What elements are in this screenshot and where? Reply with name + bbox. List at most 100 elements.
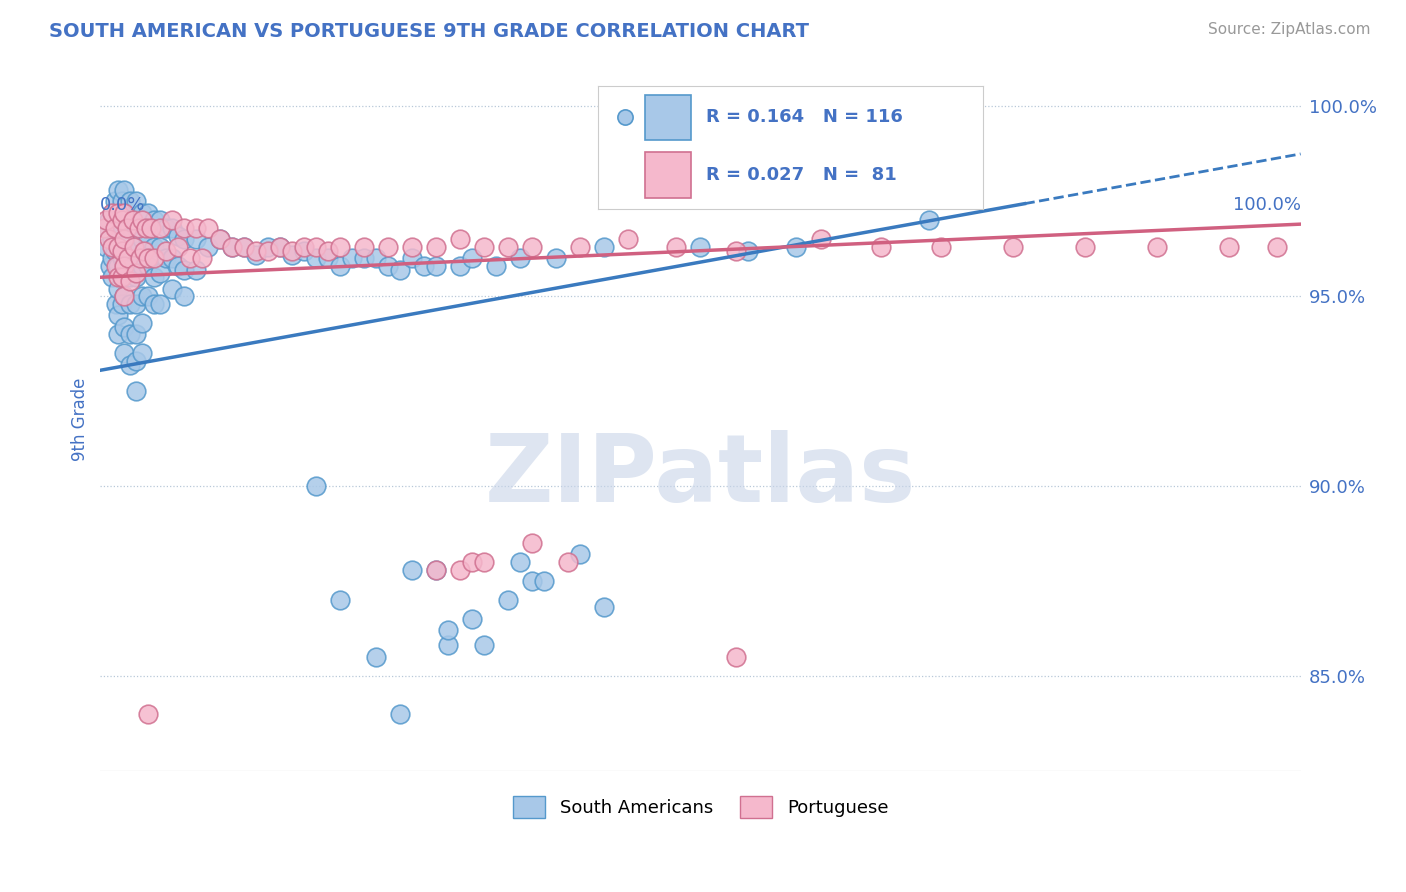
Point xyxy=(120,270,142,285)
Point xyxy=(245,244,267,258)
Point xyxy=(186,221,208,235)
Point xyxy=(101,206,124,220)
Point xyxy=(143,252,166,266)
Point xyxy=(389,262,412,277)
Point xyxy=(509,252,531,266)
Point xyxy=(292,240,315,254)
Point xyxy=(112,206,135,220)
Point xyxy=(128,221,150,235)
Point xyxy=(112,259,135,273)
Point xyxy=(449,562,471,576)
Point xyxy=(209,232,232,246)
Point xyxy=(1073,240,1095,254)
Point xyxy=(120,358,142,372)
Point xyxy=(425,562,447,576)
Legend: South Americans, Portuguese: South Americans, Portuguese xyxy=(505,789,896,825)
Point xyxy=(112,183,135,197)
Point xyxy=(474,639,496,653)
Point xyxy=(162,282,184,296)
Point xyxy=(233,240,256,254)
Point xyxy=(149,240,172,254)
Point xyxy=(112,346,135,360)
Point xyxy=(138,252,160,266)
Point xyxy=(533,574,555,588)
Point xyxy=(98,259,121,273)
Point xyxy=(162,252,184,266)
Point xyxy=(101,252,124,266)
Point xyxy=(209,232,232,246)
Point xyxy=(929,240,952,254)
Point xyxy=(329,240,352,254)
Point xyxy=(97,232,120,246)
Point xyxy=(107,282,129,296)
Point xyxy=(125,353,148,368)
Point xyxy=(149,297,172,311)
Point xyxy=(191,252,214,266)
Point xyxy=(425,562,447,576)
Point xyxy=(366,649,388,664)
Point xyxy=(281,247,304,261)
Point xyxy=(111,297,134,311)
Point xyxy=(401,240,423,254)
Point xyxy=(93,221,115,235)
Point xyxy=(131,259,153,273)
Point xyxy=(96,240,118,254)
Point xyxy=(474,240,496,254)
Point xyxy=(257,244,280,258)
Point xyxy=(461,612,484,626)
Point xyxy=(104,259,127,273)
Point xyxy=(522,574,544,588)
Point xyxy=(425,259,447,273)
Point xyxy=(257,240,280,254)
Point xyxy=(522,240,544,254)
Point xyxy=(569,547,592,561)
Point xyxy=(138,706,160,721)
Point xyxy=(869,240,891,254)
Point xyxy=(401,252,423,266)
Point xyxy=(112,259,135,273)
Point xyxy=(107,183,129,197)
Point xyxy=(149,221,172,235)
Point xyxy=(107,240,129,254)
Point xyxy=(617,232,640,246)
Point xyxy=(138,232,160,246)
Point xyxy=(449,232,471,246)
Point xyxy=(474,555,496,569)
Point xyxy=(107,327,129,342)
Point xyxy=(125,194,148,209)
Point xyxy=(1218,240,1240,254)
Point xyxy=(112,289,135,303)
Point xyxy=(125,384,148,398)
Point xyxy=(437,624,460,638)
Point xyxy=(120,244,142,258)
Point xyxy=(179,252,201,266)
Point xyxy=(107,240,129,254)
Point xyxy=(112,289,135,303)
Point xyxy=(305,479,328,493)
Point xyxy=(413,259,436,273)
Point xyxy=(107,213,129,227)
Point xyxy=(557,555,579,569)
Point xyxy=(167,259,190,273)
Point xyxy=(173,221,195,235)
Text: 0.0%: 0.0% xyxy=(100,196,146,214)
Text: 100.0%: 100.0% xyxy=(1233,196,1301,214)
Point xyxy=(292,244,315,258)
Point xyxy=(689,240,711,254)
Point xyxy=(107,206,129,220)
Point xyxy=(131,289,153,303)
Point xyxy=(167,228,190,243)
Point xyxy=(737,244,759,258)
Point xyxy=(101,240,124,254)
Point xyxy=(318,244,340,258)
Point xyxy=(112,206,135,220)
Point xyxy=(485,259,508,273)
Point xyxy=(593,600,616,615)
Point xyxy=(269,240,291,254)
Point xyxy=(120,194,142,209)
Point xyxy=(120,221,142,235)
Point xyxy=(101,270,124,285)
Point xyxy=(143,297,166,311)
Point xyxy=(104,297,127,311)
Point xyxy=(104,244,127,258)
